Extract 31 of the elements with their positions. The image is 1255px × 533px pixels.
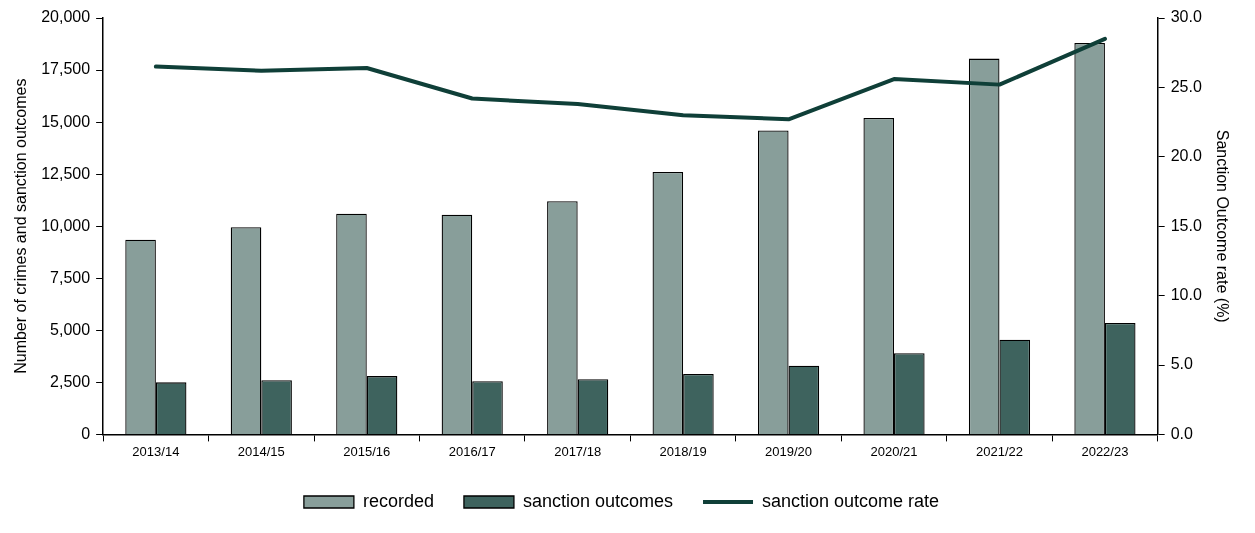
legend-label: sanction outcome rate [762,490,940,511]
y2-tick-label: 15.0 [1170,216,1202,234]
x-tick-label: 2019/20 [765,443,813,459]
y-tick-label: 7,500 [50,268,91,286]
x-tick-label: 2015/16 [343,443,391,459]
x-tick-label: 2018/19 [659,443,707,459]
x-tick-label: 2017/18 [554,443,602,459]
y-tick-label: 10,000 [41,216,91,234]
y-tick-label: 17,500 [41,60,91,78]
x-tick-label: 2014/15 [237,443,285,459]
y-axis-title: Number of crimes and sanction outcomes [12,78,30,374]
y2-tick-label: 10.0 [1170,286,1202,304]
y-tick-label: 5,000 [50,320,91,338]
x-tick-label: 2020/21 [870,443,918,459]
y2-axis-title: Sanction Outcome rate (%) [1213,129,1231,323]
y2-tick-label: 30.0 [1170,8,1202,26]
y-tick-label: 2,500 [50,372,91,390]
y-tick-label: 0 [81,424,91,442]
y2-tick-label: 0.0 [1170,424,1193,442]
y-tick-label: 20,000 [41,8,91,26]
x-tick-label: 2022/23 [1081,443,1129,459]
y-tick-label: 12,500 [41,164,91,182]
x-tick-label: 2016/17 [448,443,496,459]
legend-label: sanction outcomes [522,490,674,511]
x-tick-label: 2021/22 [975,443,1023,459]
y2-tick-label: 5.0 [1170,355,1193,373]
x-tick-label: 2013/14 [132,443,180,459]
y2-tick-label: 25.0 [1170,77,1202,95]
legend-label: recorded [362,490,434,511]
y-tick-label: 15,000 [41,112,91,130]
y2-tick-label: 20.0 [1170,147,1202,165]
